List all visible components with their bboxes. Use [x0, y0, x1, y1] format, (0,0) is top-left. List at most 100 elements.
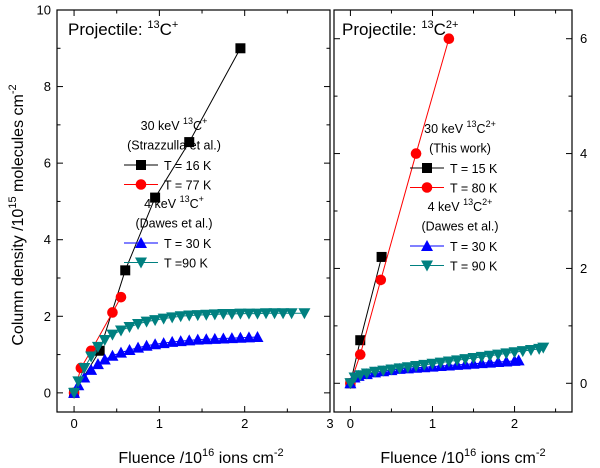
data-point [385, 364, 398, 376]
legend-label: T = 77 K [164, 179, 212, 193]
data-point [107, 307, 118, 318]
data-point [251, 308, 264, 320]
data-point [475, 351, 488, 363]
left-series-group [68, 43, 311, 399]
data-point [174, 311, 187, 323]
data-point [123, 322, 136, 334]
y-tick-label: 0 [580, 376, 587, 391]
right-panel-title: Projectile: 13C2+ [342, 19, 458, 39]
legend-marker [136, 160, 146, 170]
left-legend: 30 keV 13C+ (Strazzulla et al.) T = 16 K T … [124, 116, 221, 271]
legend-group-heading: 4 keV 13C2+ [428, 197, 493, 214]
data-point [184, 137, 195, 148]
data-point [242, 331, 255, 343]
series-triangle-down [68, 308, 311, 399]
data-point [208, 332, 221, 344]
data-point [360, 368, 373, 380]
y-tick-label: 4 [44, 232, 51, 247]
data-point [85, 363, 98, 375]
legend-label: T = 30 K [450, 240, 498, 254]
data-point [225, 332, 238, 344]
data-point [115, 291, 127, 303]
data-point [85, 351, 98, 363]
data-point [277, 308, 290, 320]
data-point [157, 337, 170, 349]
data-point [98, 335, 111, 347]
data-point [508, 347, 521, 359]
y-tick-label: 2 [580, 261, 587, 276]
legend-item: T =90 K [124, 257, 209, 271]
left-panel: 0 1 2 3 0 2 4 6 8 10 30 keV 13C+ (Strazzulla et al… [7, 3, 334, 468]
left-panel-title: Projectile: 13C+ [68, 19, 178, 39]
data-point [251, 330, 264, 342]
legend-group-heading: 30 keV 13C+ [141, 116, 208, 133]
data-point [442, 356, 455, 368]
legend-group-source: (This work) [429, 142, 491, 156]
series-triangle-up [68, 330, 264, 398]
data-point [191, 310, 204, 322]
data-point [217, 332, 230, 344]
data-point [434, 357, 447, 369]
data-point [401, 362, 414, 374]
left-x-axis-title: Fluence /1016 ions cm-2 [118, 447, 283, 467]
legend-label: T = 30 K [164, 237, 212, 251]
y-tick-label: 10 [37, 3, 51, 18]
data-point [191, 333, 204, 345]
data-point [516, 346, 529, 358]
legend-marker [421, 260, 433, 272]
data-point [174, 335, 187, 347]
data-point [377, 365, 390, 377]
data-point [235, 43, 246, 54]
x-tick-label: 3 [326, 416, 333, 431]
legend-label: T = 15 K [450, 162, 498, 176]
data-point [91, 358, 104, 370]
legend-marker [135, 257, 147, 269]
data-point [369, 366, 382, 378]
y-tick-label: 6 [580, 31, 587, 46]
data-point [200, 333, 213, 345]
x-tick-label: 2 [241, 416, 248, 431]
data-point [183, 334, 196, 346]
left-axis-ticks: 0 1 2 3 0 2 4 6 8 10 [37, 3, 334, 432]
data-point [376, 251, 387, 262]
data-point [298, 308, 311, 320]
legend-marker [422, 163, 432, 173]
data-point [418, 359, 431, 371]
data-point [354, 349, 366, 360]
legend-group-heading: 30 keV 13C2+ [424, 119, 496, 136]
data-point [375, 274, 387, 286]
data-point [114, 325, 127, 337]
data-point [483, 350, 496, 362]
data-point [225, 308, 238, 320]
data-point [68, 387, 81, 399]
legend-item: T = 80 K [410, 182, 498, 196]
legend-group-source: (Strazzulla et al.) [127, 139, 221, 153]
legend-marker [421, 182, 433, 193]
left-plot-frame [56, 9, 331, 413]
legend-item: T = 30 K [124, 237, 212, 251]
y-axis-title: Column density /1015 molecules cm-2 [7, 84, 27, 345]
data-point [393, 363, 406, 375]
data-point [140, 339, 153, 351]
data-point [355, 335, 366, 346]
y-tick-label: 4 [580, 146, 587, 161]
data-point [524, 344, 537, 356]
legend-group-source: (Dawes et al.) [135, 217, 212, 231]
data-point [285, 308, 298, 320]
data-point [106, 329, 119, 341]
x-tick-label: 0 [347, 416, 354, 431]
data-point [98, 353, 111, 365]
data-point [150, 192, 161, 203]
y-tick-label: 8 [44, 79, 51, 94]
data-point [500, 355, 513, 367]
right-series-group [344, 33, 550, 390]
legend-item: T = 77 K [124, 179, 212, 193]
data-point [166, 335, 179, 347]
legend-group-source: (Dawes et al.) [421, 220, 498, 234]
legend-item: T = 15 K [410, 162, 498, 176]
data-point [459, 354, 472, 366]
data-point [94, 345, 105, 356]
legend-group-heading: 4 keV 13C+ [144, 194, 204, 211]
